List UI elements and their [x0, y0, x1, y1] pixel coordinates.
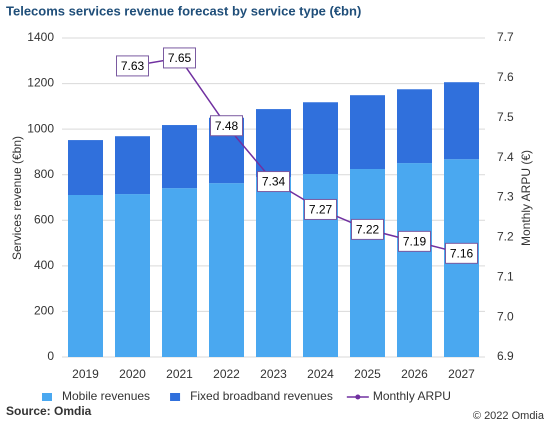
label-box: [445, 242, 478, 264]
bar: [256, 109, 291, 177]
bar: [162, 125, 197, 189]
bar: [350, 95, 385, 170]
x-tick-label: 2023: [260, 367, 287, 381]
y-tick-label: 200: [34, 304, 54, 318]
bar: [397, 163, 432, 357]
label-box: [304, 198, 337, 220]
y2-tick-label: 6.9: [497, 349, 514, 363]
y2-axis-label: Monthly ARPU (€): [519, 150, 533, 246]
x-tick-label: 2019: [72, 367, 99, 381]
label-box: [398, 230, 431, 252]
y-tick-label: 1000: [27, 121, 54, 135]
bar: [397, 89, 432, 164]
legend-marker: [355, 394, 361, 400]
y2-tick-label: 7.2: [497, 230, 514, 244]
y-tick-label: 800: [34, 167, 54, 181]
y2-tick-label: 7.6: [497, 70, 514, 84]
y2-tick-label: 7.5: [497, 110, 514, 124]
data-label: 7.16: [450, 246, 474, 260]
data-label: 7.63: [121, 59, 145, 73]
y-axis-label: Services revenue (€bn): [10, 136, 24, 260]
x-tick-label: 2024: [307, 367, 334, 381]
y-tick-label: 0: [47, 349, 54, 363]
data-label: 7.65: [168, 51, 192, 65]
y2-tick-label: 7.3: [497, 190, 514, 204]
bar: [350, 169, 385, 357]
y2-tick-label: 7.1: [497, 269, 514, 283]
bar: [256, 176, 291, 357]
legend-label: Monthly ARPU: [373, 389, 451, 403]
x-tick-label: 2027: [448, 367, 475, 381]
bar: [115, 194, 150, 357]
legend-swatch: [42, 393, 52, 401]
chart-title: Telecoms services revenue forecast by se…: [6, 3, 361, 18]
y-tick-label: 400: [34, 258, 54, 272]
bar: [209, 183, 244, 357]
bar: [444, 82, 479, 160]
label-box: [163, 47, 196, 69]
y-tick-label: 600: [34, 212, 54, 226]
y2-tick-label: 7.7: [497, 30, 514, 44]
label-box: [351, 218, 384, 240]
label-box: [210, 115, 243, 137]
data-label: 7.27: [309, 203, 333, 217]
x-tick-label: 2021: [166, 367, 193, 381]
y-tick-label: 1200: [27, 76, 54, 90]
data-label: 7.34: [262, 175, 286, 189]
label-box: [257, 171, 290, 193]
x-tick-label: 2025: [354, 367, 381, 381]
legend-label: Mobile revenues: [62, 389, 150, 403]
x-tick-label: 2022: [213, 367, 240, 381]
bar: [303, 102, 338, 175]
x-tick-label: 2026: [401, 367, 428, 381]
label-box: [116, 55, 149, 77]
legend-swatch: [170, 393, 181, 401]
bar: [68, 140, 103, 195]
bar: [68, 194, 103, 357]
data-label: 7.22: [356, 223, 380, 237]
bar: [162, 188, 197, 357]
bar: [115, 136, 150, 195]
y2-tick-label: 7.4: [497, 150, 514, 164]
copyright: © 2022 Omdia: [473, 410, 545, 422]
legend-label: Fixed broadband revenues: [190, 389, 333, 403]
source: Source: Omdia: [6, 404, 92, 418]
x-tick-label: 2020: [119, 367, 146, 381]
data-label: 7.48: [215, 119, 239, 133]
data-label: 7.19: [403, 235, 427, 249]
y2-tick-label: 7.0: [497, 309, 514, 323]
y-tick-label: 1400: [27, 30, 54, 44]
